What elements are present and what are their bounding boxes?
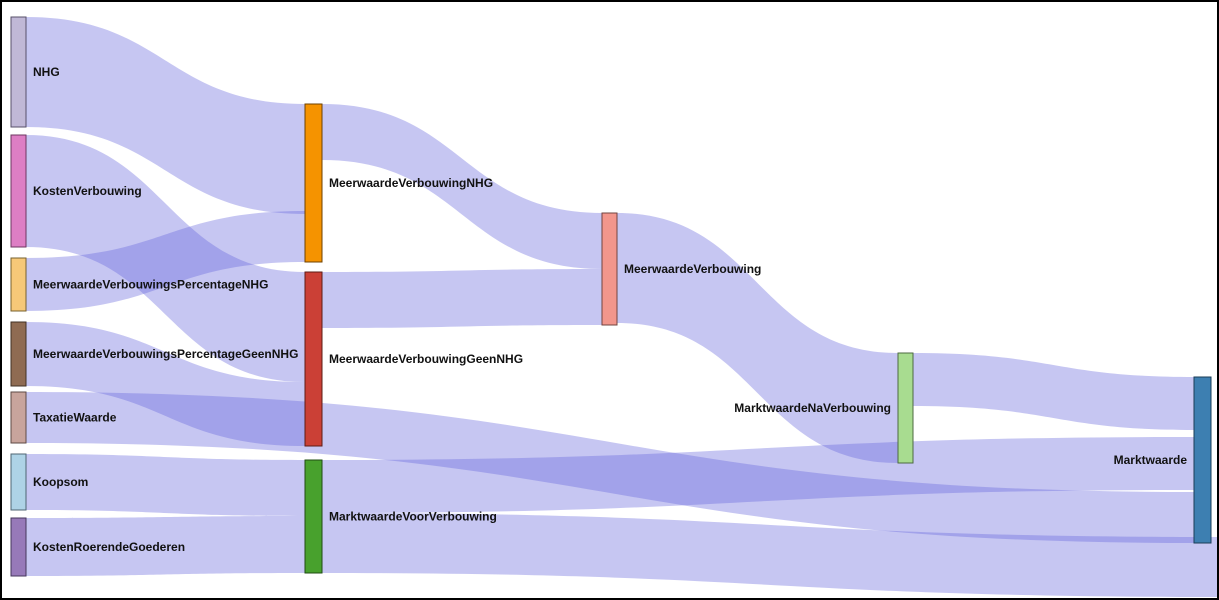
link-MarktwaardeNaVerbouwing-Marktwaarde	[913, 353, 1194, 430]
node-MarktwaardeVoorVerbouwing[interactable]	[304, 459, 323, 574]
link-MeerwaardeVerbouwingNHG-MeerwaardeVerbouwing	[322, 104, 602, 269]
link-Koopsom-MarktwaardeVoorVerbouwing	[26, 454, 305, 516]
node-label-MarktwaardeNaVerbouwing: MarktwaardeNaVerbouwing	[734, 401, 891, 415]
node-label-MeerwaardeVerbouwingsPercentageGeenNHG: MeerwaardeVerbouwingsPercentageGeenNHG	[33, 347, 298, 361]
node-MeerwaardeVerbouwingGeenNHG[interactable]	[304, 271, 323, 447]
node-MeerwaardeVerbouwingsPercentageNHG[interactable]	[10, 257, 27, 312]
link-NHG-MeerwaardeVerbouwingNHG	[26, 17, 305, 214]
node-MeerwaardeVerbouwingNHG[interactable]	[304, 103, 323, 263]
node-label-MeerwaardeVerbouwingsPercentageNHG: MeerwaardeVerbouwingsPercentageNHG	[33, 278, 268, 292]
node-TaxatieWaarde[interactable]	[10, 391, 27, 444]
link-KostenRoerendeGoederen-MarktwaardeVoorVerbouwing	[26, 516, 305, 576]
node-label-KostenRoerendeGoederen: KostenRoerendeGoederen	[33, 540, 185, 554]
node-NHG[interactable]	[10, 16, 27, 128]
sankey-labels-layer: NHG KostenVerbouwing MeerwaardeVerbouwings…	[33, 65, 1187, 554]
link-MeerwaardeVerbouwingsPercentageNHG-MeerwaardeVerbouwingNHG	[26, 211, 305, 311]
node-Marktwaarde[interactable]	[1193, 376, 1212, 544]
link-MarktwaardeVoorVerbouwing-Marktwaarde	[322, 437, 1194, 513]
link-KostenVerbouwing-MeerwaardeVerbouwingGeenNHG	[26, 135, 305, 382]
node-label-MeerwaardeVerbouwingGeenNHG: MeerwaardeVerbouwingGeenNHG	[329, 352, 523, 366]
link-MeerwaardeVerbouwingGeenNHG-MeerwaardeVerbouwing	[322, 269, 602, 328]
node-label-MeerwaardeVerbouwingNHG: MeerwaardeVerbouwingNHG	[329, 176, 493, 190]
node-label-TaxatieWaarde: TaxatieWaarde	[33, 411, 117, 425]
node-label-MarktwaardeVoorVerbouwing: MarktwaardeVoorVerbouwing	[329, 510, 497, 524]
link-MarktwaardeVoorVerbouwing-exit-right	[322, 513, 1219, 597]
node-MarktwaardeNaVerbouwing[interactable]	[897, 352, 914, 464]
node-KostenRoerendeGoederen[interactable]	[10, 517, 27, 577]
node-MeerwaardeVerbouwing[interactable]	[601, 212, 618, 326]
node-KostenVerbouwing[interactable]	[10, 134, 27, 248]
node-label-Marktwaarde: Marktwaarde	[1114, 453, 1188, 467]
sankey-nodes-layer	[10, 16, 1212, 577]
node-label-Koopsom: Koopsom	[33, 475, 88, 489]
node-label-MeerwaardeVerbouwing: MeerwaardeVerbouwing	[624, 262, 761, 276]
node-label-KostenVerbouwing: KostenVerbouwing	[33, 184, 142, 198]
node-label-NHG: NHG	[33, 65, 60, 79]
link-MeerwaardeVerbouwingsPercentageGeenNHG-MeerwaardeVerbouwingGeenNHG	[26, 322, 305, 446]
sankey-links-layer	[26, 17, 1219, 597]
node-MeerwaardeVerbouwingsPercentageGeenNHG[interactable]	[10, 321, 27, 387]
node-Koopsom[interactable]	[10, 453, 27, 511]
link-MeerwaardeVerbouwing-MarktwaardeNaVerbouwing	[617, 213, 898, 463]
